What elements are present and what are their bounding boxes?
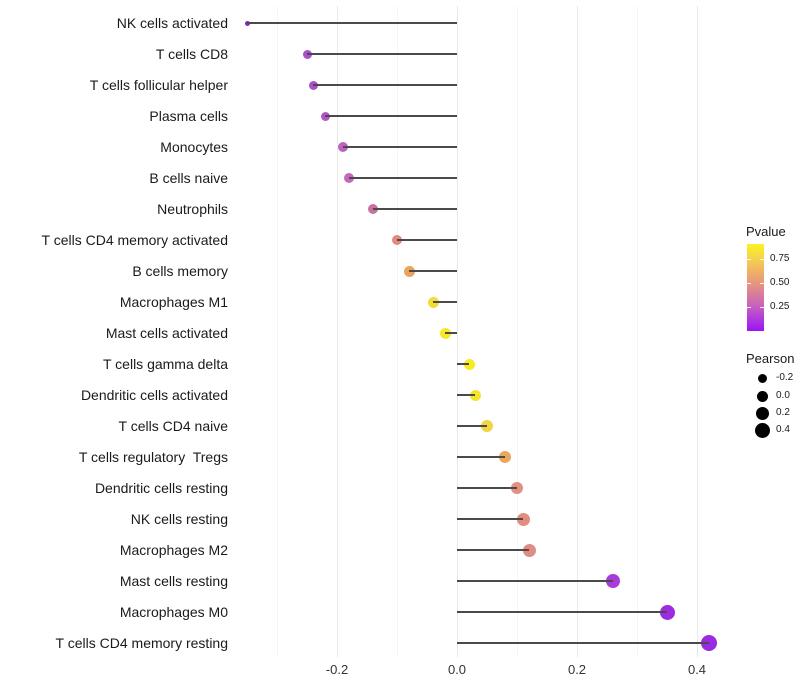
x-tick-label: -0.2 bbox=[325, 662, 349, 677]
x-tick-label: 0.2 bbox=[567, 662, 587, 677]
lollipop-stick bbox=[343, 146, 457, 148]
lollipop-dot bbox=[701, 635, 717, 651]
pvalue-colorbar bbox=[747, 244, 764, 331]
pearson-legend-dot bbox=[757, 373, 767, 383]
major-gridline bbox=[456, 6, 458, 657]
lollipop-stick bbox=[457, 518, 523, 520]
lollipop-stick bbox=[457, 363, 469, 365]
lollipop-stick bbox=[457, 642, 709, 644]
category-label: Neutrophils bbox=[157, 201, 228, 217]
pearson-legend-dot bbox=[754, 422, 770, 438]
pearson-legend-dot bbox=[756, 390, 768, 402]
lollipop-dot bbox=[481, 420, 493, 432]
lollipop-stick bbox=[247, 22, 457, 24]
lollipop-stick bbox=[307, 53, 457, 55]
lollipop-stick bbox=[457, 611, 667, 613]
lollipop-dot bbox=[463, 358, 475, 370]
pvalue-legend-title: Pvalue bbox=[746, 224, 786, 239]
category-label: Macrophages M0 bbox=[119, 604, 228, 620]
category-label: T cells CD4 memory activated bbox=[41, 232, 228, 248]
lollipop-stick bbox=[313, 84, 457, 86]
x-tick-label: 0.0 bbox=[447, 662, 467, 677]
category-label: Plasma cells bbox=[149, 108, 228, 124]
category-label: Dendritic cells activated bbox=[80, 387, 228, 403]
major-gridline bbox=[576, 6, 578, 657]
pvalue-tick-label: 0.75 bbox=[770, 252, 790, 264]
pearson-legend-label: -0.2 bbox=[776, 372, 794, 383]
lollipop-stick bbox=[457, 549, 529, 551]
colorbar-tick bbox=[747, 306, 751, 308]
lollipop-dot bbox=[516, 512, 530, 526]
pearson-legend-dot bbox=[755, 406, 769, 420]
major-gridline bbox=[336, 6, 338, 657]
category-label: Monocytes bbox=[160, 139, 228, 155]
category-label: Macrophages M2 bbox=[119, 542, 228, 558]
category-label: B cells memory bbox=[132, 263, 228, 279]
major-gridline bbox=[696, 6, 698, 657]
lollipop-stick bbox=[325, 115, 457, 117]
lollipop-dot bbox=[659, 604, 675, 620]
lollipop-stick bbox=[457, 456, 505, 458]
minor-gridline bbox=[636, 6, 638, 657]
category-label: NK cells resting bbox=[130, 511, 228, 527]
minor-gridline bbox=[276, 6, 278, 657]
pvalue-tick-label: 0.50 bbox=[770, 277, 790, 289]
minor-gridline bbox=[516, 6, 518, 657]
lollipop-dot bbox=[499, 451, 511, 463]
lollipop-stick bbox=[457, 394, 475, 396]
category-label: T cells regulatory Tregs bbox=[78, 449, 228, 465]
colorbar-tick bbox=[760, 258, 764, 260]
colorbar-tick bbox=[760, 306, 764, 308]
lollipop-stick bbox=[349, 177, 457, 179]
category-label: B cells naive bbox=[149, 170, 228, 186]
category-label: Mast cells resting bbox=[119, 573, 228, 589]
pvalue-tick-label: 0.25 bbox=[770, 300, 790, 312]
category-label: T cells follicular helper bbox=[89, 77, 228, 93]
x-tick-label: 0.4 bbox=[687, 662, 707, 677]
category-label: NK cells activated bbox=[116, 15, 228, 31]
lollipop-stick bbox=[409, 270, 457, 272]
colorbar-tick bbox=[760, 283, 764, 285]
lollipop-stick bbox=[445, 332, 457, 334]
category-label: Mast cells activated bbox=[105, 325, 228, 341]
lollipop-dot bbox=[469, 389, 481, 401]
category-label: T cells gamma delta bbox=[102, 356, 228, 372]
category-label: T cells CD4 naive bbox=[118, 418, 228, 434]
lollipop-stick bbox=[397, 239, 457, 241]
pearson-legend-label: 0.4 bbox=[776, 424, 790, 435]
lollipop-stick bbox=[433, 301, 457, 303]
category-label: T cells CD4 memory resting bbox=[55, 635, 228, 651]
pearson-legend-label: 0.2 bbox=[776, 407, 790, 418]
lollipop-dot bbox=[522, 543, 536, 557]
lollipop-stick bbox=[457, 425, 487, 427]
lollipop-dot bbox=[606, 574, 620, 588]
pearson-legend-title: Pearson bbox=[746, 351, 795, 366]
minor-gridline bbox=[396, 6, 398, 657]
colorbar-tick bbox=[747, 258, 751, 260]
category-label: Dendritic cells resting bbox=[94, 480, 228, 496]
category-label: Macrophages M1 bbox=[119, 294, 228, 310]
colorbar-tick bbox=[747, 283, 751, 285]
category-label: T cells CD8 bbox=[155, 46, 228, 62]
pearson-legend-label: 0.0 bbox=[776, 390, 790, 401]
lollipop-dot bbox=[511, 482, 523, 494]
lollipop-stick bbox=[373, 208, 457, 210]
lollipop-stick bbox=[457, 580, 613, 582]
lollipop-stick bbox=[457, 487, 517, 489]
